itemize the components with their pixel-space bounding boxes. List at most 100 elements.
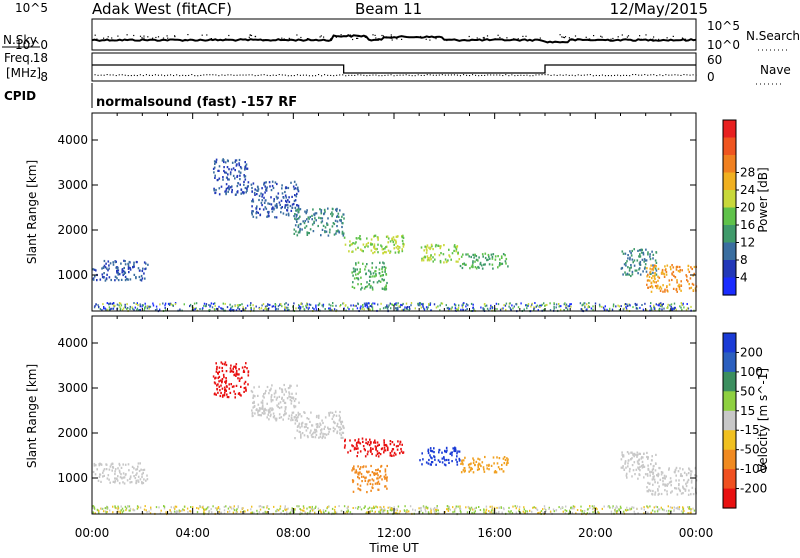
ground-scatter-cell [138, 309, 140, 312]
ground-scatter-cell [277, 305, 280, 308]
ground-scatter-cell [137, 304, 139, 307]
nave-point [127, 75, 129, 77]
nsky-scatter [94, 34, 692, 42]
echo-cell [284, 401, 287, 405]
ground-scatter-cell [537, 512, 539, 515]
ground-scatter-cell [291, 507, 293, 510]
ground-scatter-cell [535, 507, 538, 510]
ground-scatter-cell [220, 307, 222, 310]
echo-cell [652, 483, 654, 486]
nave-point [610, 75, 612, 77]
echo-cell [336, 430, 339, 433]
ground-scatter-cell [133, 309, 135, 312]
ground-scatter-cell [661, 508, 664, 511]
echo-cell [421, 463, 423, 466]
ground-scatter-cell [266, 511, 268, 513]
ground-scatter-cell [668, 509, 670, 512]
ground-scatter-cell [404, 306, 406, 309]
echo-cell [120, 278, 123, 281]
ground-scatter-cell [231, 507, 233, 510]
echo-cell [235, 159, 238, 162]
echo-cell [481, 253, 484, 256]
echo-cell [103, 259, 106, 263]
echo-cell [358, 237, 360, 240]
echo-cell [92, 278, 95, 281]
nsky-point [568, 37, 570, 39]
nsky-tick-bottom-text: 10^0 [15, 38, 48, 52]
echo-cell [333, 414, 335, 417]
echo-cell [421, 259, 423, 262]
ground-scatter-cell [553, 305, 555, 308]
echo-cell [386, 446, 389, 449]
ground-scatter-cell [430, 510, 432, 513]
echo-cell [322, 435, 324, 438]
echo-cell [666, 484, 668, 487]
ground-scatter-cell [401, 304, 403, 307]
nave-point [435, 74, 437, 76]
echo-cell [294, 217, 296, 220]
echo-cell [358, 271, 360, 274]
ground-scatter-cell [542, 508, 544, 511]
ground-scatter-cell [533, 506, 535, 509]
echo-cell [227, 186, 229, 189]
echo-cell [281, 184, 283, 187]
ground-scatter-cell [95, 303, 97, 306]
ground-scatter-cell [465, 305, 467, 308]
nsky-point [435, 38, 437, 40]
nsky-point [296, 34, 298, 36]
echo-cell [291, 195, 293, 198]
ground-scatter-cell [659, 304, 662, 307]
echo-cell [277, 192, 280, 195]
echo-cell [639, 273, 642, 276]
echo-cell [464, 456, 466, 459]
ground-scatter-cell [660, 302, 662, 305]
nave-point [106, 74, 108, 76]
ground-scatter-cell [94, 512, 96, 515]
nsky-point [483, 36, 485, 39]
echo-cell [263, 201, 266, 204]
echo-cell [305, 423, 308, 426]
ground-scatter-cell [119, 308, 122, 311]
echo-cell [120, 473, 122, 476]
nave-point [535, 74, 537, 76]
nsky-point [212, 39, 214, 41]
echo-cell [483, 263, 485, 266]
echo-cell [398, 246, 401, 249]
nsky-point [610, 38, 612, 40]
nsky-point [593, 35, 595, 37]
ground-scatter-cell [143, 309, 146, 311]
ground-scatter-cell [636, 507, 638, 510]
echo-cell [252, 394, 255, 398]
colorbar-cell [723, 225, 736, 244]
ground-scatter-cell [404, 510, 406, 512]
echo-cell [234, 169, 236, 172]
echo-cell [232, 367, 234, 370]
echo-cell [260, 407, 262, 410]
ground-scatter-cell [381, 510, 383, 513]
nave-point [351, 74, 353, 76]
echo-cell [100, 463, 103, 466]
echo-cell [123, 272, 125, 275]
echo-cell [284, 410, 286, 413]
ground-scatter-cell [296, 505, 298, 508]
echo-cell [393, 238, 396, 241]
ground-scatter-cell [392, 304, 394, 306]
echo-cell [640, 457, 643, 460]
echo-cell [115, 275, 117, 279]
echo-cell [294, 194, 296, 197]
echo-cell [251, 210, 253, 213]
echo-cell [112, 466, 115, 469]
echo-cell [102, 471, 104, 474]
echo-cell [141, 475, 143, 479]
echo-cell [497, 466, 500, 469]
echo-cell [504, 458, 507, 462]
ground-scatter-cell [538, 305, 540, 308]
echo-cell [646, 490, 649, 493]
ground-scatter-cell [173, 506, 175, 509]
ground-scatter-cell [473, 308, 475, 311]
ground-scatter-cell [529, 509, 531, 512]
echo-cell [375, 454, 378, 457]
echo-cell [254, 412, 256, 415]
echo-cell [322, 421, 324, 425]
ground-scatter-cell [326, 506, 329, 509]
